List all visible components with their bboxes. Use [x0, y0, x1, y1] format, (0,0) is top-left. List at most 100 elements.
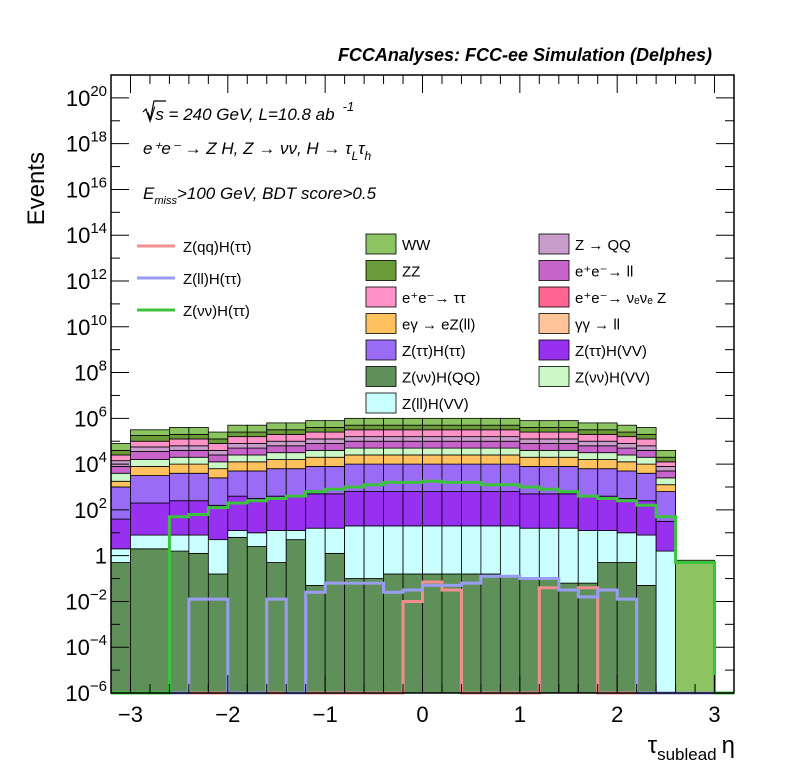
bar-segment — [538, 527, 560, 579]
bar-segment — [324, 456, 346, 467]
bar-segment — [675, 559, 715, 694]
bar-segment — [655, 550, 676, 694]
bar-segment — [246, 532, 268, 547]
bar-segment — [169, 427, 190, 435]
x-tick-label: 0 — [416, 702, 428, 727]
bar-segment — [402, 417, 423, 426]
legend-signals: Z(qq)H(ττ) Z(ll)H(ττ) Z(νν)H(ττ) — [137, 239, 252, 320]
bar-segment — [558, 456, 579, 467]
bar-segment — [441, 454, 462, 465]
signal-line — [111, 479, 734, 695]
bar-segment — [519, 431, 540, 440]
bar-segment — [246, 454, 268, 463]
bar-segment — [246, 470, 268, 499]
bar-segment — [499, 429, 521, 438]
bar-segment — [266, 562, 287, 694]
bar-segment — [441, 463, 462, 492]
bar-segment — [188, 456, 209, 465]
bar-segment — [344, 525, 365, 579]
bar-segment — [441, 447, 462, 456]
bar-segment — [344, 429, 365, 438]
bar-segment — [499, 454, 521, 465]
bar-segment — [130, 459, 170, 467]
bar-segment — [422, 573, 443, 694]
x-axis-label-sub: sublead — [657, 745, 717, 764]
bar-segment — [636, 433, 657, 440]
bar-segment — [383, 440, 404, 449]
annotation-line2-mid: τ — [358, 139, 366, 158]
bar-segment — [636, 534, 657, 586]
chart-title: FCCAnalyses: FCC-ee Simulation (Delphes) — [338, 45, 712, 65]
bar-segment — [422, 429, 443, 438]
y-tick-label: 10−2 — [65, 586, 107, 614]
bar-segment — [266, 440, 287, 447]
legend-stack-swatch — [365, 366, 397, 387]
x-tick-label: 1 — [514, 702, 526, 727]
bar-segment — [227, 536, 248, 694]
bar-segment — [616, 498, 638, 534]
bar-segment — [285, 539, 307, 694]
bar-segment — [130, 534, 170, 550]
bar-segment — [461, 440, 482, 449]
bar-segment — [441, 436, 462, 442]
y-tick-exp: 6 — [99, 403, 107, 420]
bar-segment — [207, 449, 229, 456]
bar-segment — [383, 525, 404, 575]
bar-segment — [188, 427, 209, 435]
bar-segment — [207, 431, 229, 440]
annotation-line2: e⁺e⁻ → Z H, Z → νν, H → τLτh — [143, 139, 372, 163]
axis-ticks — [110, 74, 735, 694]
bar-segment — [188, 552, 209, 694]
bar-segment — [266, 495, 287, 531]
y-tick-exp: −2 — [90, 586, 107, 603]
bar-segment — [324, 552, 346, 694]
bar-segment — [402, 429, 423, 438]
bar-segment — [324, 527, 346, 554]
legend-stack-swatch — [538, 286, 570, 308]
bar-segment — [461, 525, 482, 575]
bar-segment — [110, 562, 131, 694]
bar-segment — [110, 486, 131, 520]
y-tick-exp: −6 — [90, 678, 107, 695]
bar-segment — [305, 493, 326, 529]
bar-segment — [344, 447, 365, 456]
bar-segment — [363, 447, 384, 456]
bar-segment — [577, 530, 599, 584]
bar-segment — [655, 461, 676, 467]
bar-segment — [130, 451, 170, 460]
annotation-line3-e: E — [143, 184, 155, 203]
y-tick-base: 10 — [74, 406, 98, 431]
bar-segment — [324, 493, 346, 529]
y-axis-label: Events — [23, 152, 50, 225]
bar-segment — [577, 440, 599, 447]
legend-stack-swatch — [538, 366, 570, 387]
bar-segment — [188, 500, 209, 536]
bar-segment — [363, 525, 384, 579]
y-tick-exp: 20 — [90, 83, 107, 100]
bar-segment — [519, 456, 540, 467]
bar-segment — [597, 468, 618, 497]
bar-segment — [499, 417, 521, 426]
bar-segment — [227, 431, 248, 438]
bar-segment — [402, 491, 423, 527]
annotation-line2-sub1: L — [352, 149, 359, 163]
bar-segment — [285, 422, 307, 431]
bar-segment — [266, 459, 287, 470]
bar-segment — [519, 465, 540, 495]
bar-segment — [324, 420, 346, 428]
legend-stack-swatch — [365, 313, 397, 334]
bar-segment — [285, 452, 307, 460]
bar-segment — [558, 438, 579, 444]
bar-segment — [383, 463, 404, 492]
bar-segment — [363, 454, 384, 465]
bar-segment — [363, 491, 384, 527]
info-annotations: √s = 240 GeV, L=10.8 ab -1 e⁺e⁻ → Z H, Z … — [142, 99, 377, 207]
bar-segment — [266, 452, 287, 460]
bar-segment — [616, 443, 638, 449]
legend-stack-label: Z → QQ — [575, 237, 631, 254]
bar-segment — [480, 417, 501, 426]
bar-segment — [246, 443, 268, 449]
bar-segment — [169, 445, 190, 451]
bar-segment — [461, 429, 482, 438]
bar-segment — [363, 417, 384, 426]
